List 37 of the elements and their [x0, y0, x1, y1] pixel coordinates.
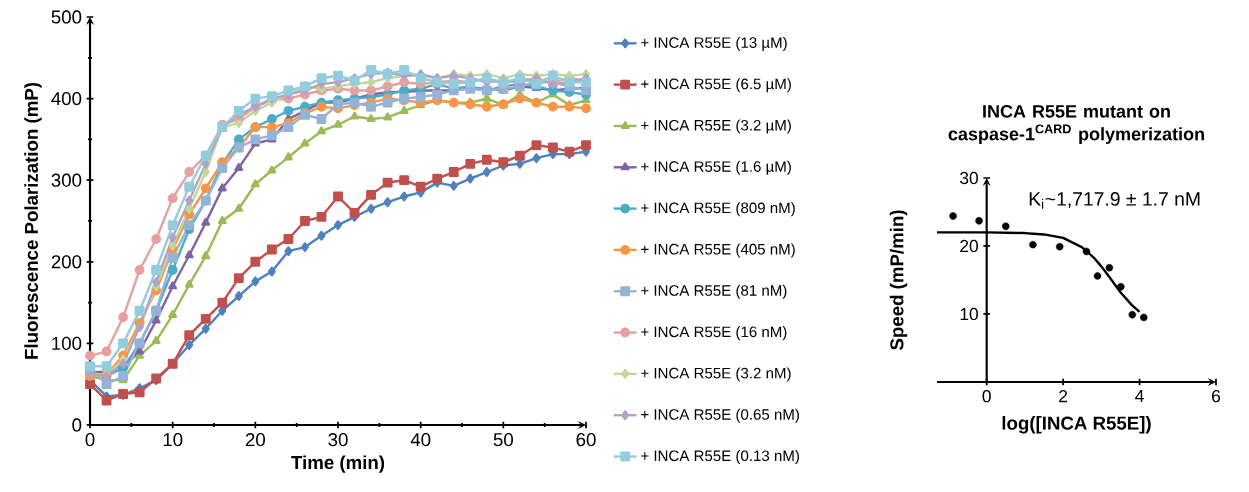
x-tick-label: 4 [1135, 390, 1144, 402]
legend-label: + INCA R55E (809 nM) [641, 202, 795, 217]
legend-label: + INCA R55E (13 µM) [641, 36, 787, 51]
y-tick-label: 400 [51, 91, 82, 106]
x-tick-label: 40 [410, 433, 431, 447]
y-tick-label: 0 [72, 418, 82, 432]
x-tick-label: 60 [576, 433, 596, 447]
x-axis-title: log([INCA R55E]) [1002, 416, 1151, 434]
legend-label: + INCA R55E (81 nM) [641, 284, 787, 299]
legend-label: + INCA R55E (0.13 nM) [641, 450, 799, 465]
x-tick-label: 6 [1212, 390, 1221, 403]
x-tick-label: 0 [85, 433, 95, 447]
x-tick-label: 10 [163, 433, 183, 447]
y-axis-title: Speed (mP/min) [889, 210, 908, 350]
y-tick-label: 100 [52, 336, 82, 350]
legend-label: + INCA R55E (405 nM) [641, 243, 795, 258]
x-tick-label: 30 [328, 433, 348, 447]
legend-label: + INCA R55E (16 nM) [641, 326, 787, 341]
legend-label: + INCA R55E (3.2 nM) [641, 367, 791, 382]
legend-label: + INCA R55E (0.65 nM) [641, 408, 799, 423]
x-tick-label: 2 [1059, 390, 1068, 403]
x-tick-label: 20 [245, 433, 265, 447]
y-axis-title: Fluorescence Polarization (mP) [24, 82, 42, 359]
legend-label: + INCA R55E (3.2 µM) [641, 119, 791, 134]
legend-label: + INCA R55E (1.6 µM) [641, 160, 791, 175]
y-tick-label: 30 [960, 171, 978, 185]
x-tick-label: 0 [982, 390, 991, 403]
y-tick-label: 300 [51, 173, 82, 187]
annotation: K$_{i}$~1,717.9 ± 1.7 nM [1029, 192, 1200, 209]
y-tick-label: 200 [51, 255, 82, 269]
y-tick-label: 500 [51, 10, 82, 24]
y-tick-label: 10 [960, 307, 978, 321]
legend-label: + INCA R55E (6.5 µM) [641, 78, 791, 93]
x-tick-label: 50 [493, 433, 513, 447]
y-tick-label: 20 [960, 239, 978, 253]
chart-title: INCA R55E mutant on caspase-1$^{CARD}$ polymerization [948, 104, 1204, 144]
x-axis-title: Time (min) [291, 455, 385, 473]
